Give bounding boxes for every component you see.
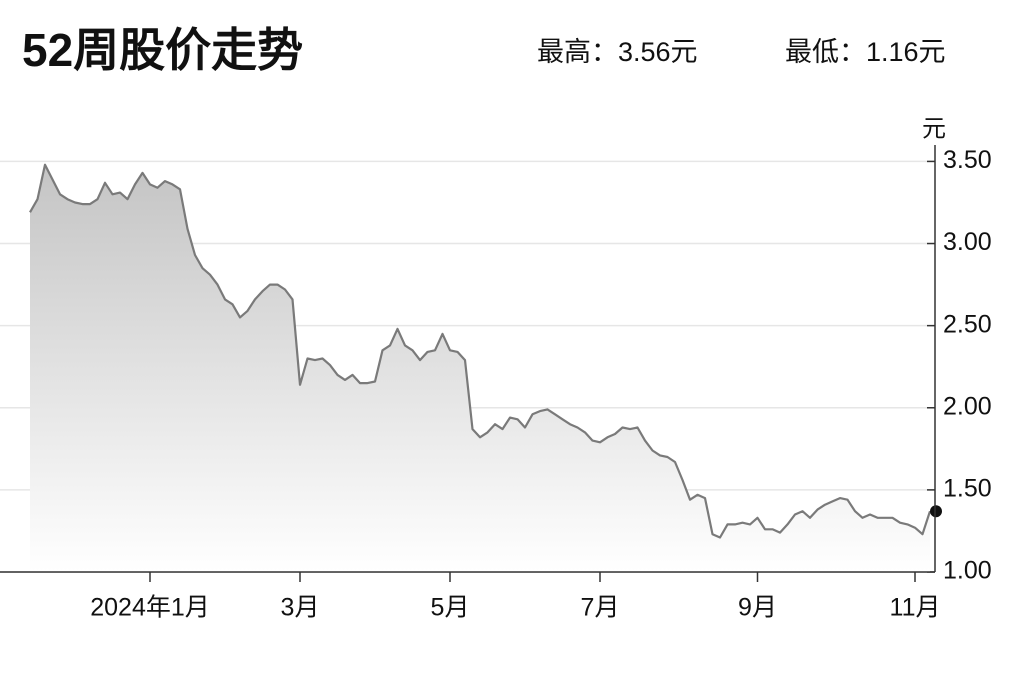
x-tick-label: 2024年1月 [90, 594, 210, 622]
price-line [29, 163, 932, 539]
y-tick-label: 2.50 [943, 310, 992, 338]
y-tick-label: 3.00 [943, 228, 992, 256]
x-tick-label: 3月 [281, 594, 320, 622]
y-tick-label: 2.00 [943, 392, 992, 420]
y-tick-label: 1.50 [943, 474, 992, 502]
last-point [930, 505, 942, 518]
chart-title: 52周股价走势 [22, 24, 303, 76]
y-tick-label: 3.50 [943, 146, 992, 174]
x-tick-label: 9月 [738, 594, 777, 622]
x-tick-label: 11月 [890, 594, 941, 622]
x-tick-label: 7月 [581, 594, 620, 622]
y-unit: 元 [922, 115, 946, 142]
x-tick-label: 5月 [431, 594, 470, 622]
high-label: 最高：3.56元 [537, 37, 698, 67]
y-tick-label: 1.00 [943, 557, 992, 585]
low-label: 最低：1.16元 [785, 37, 946, 67]
area-fill [30, 164, 930, 572]
